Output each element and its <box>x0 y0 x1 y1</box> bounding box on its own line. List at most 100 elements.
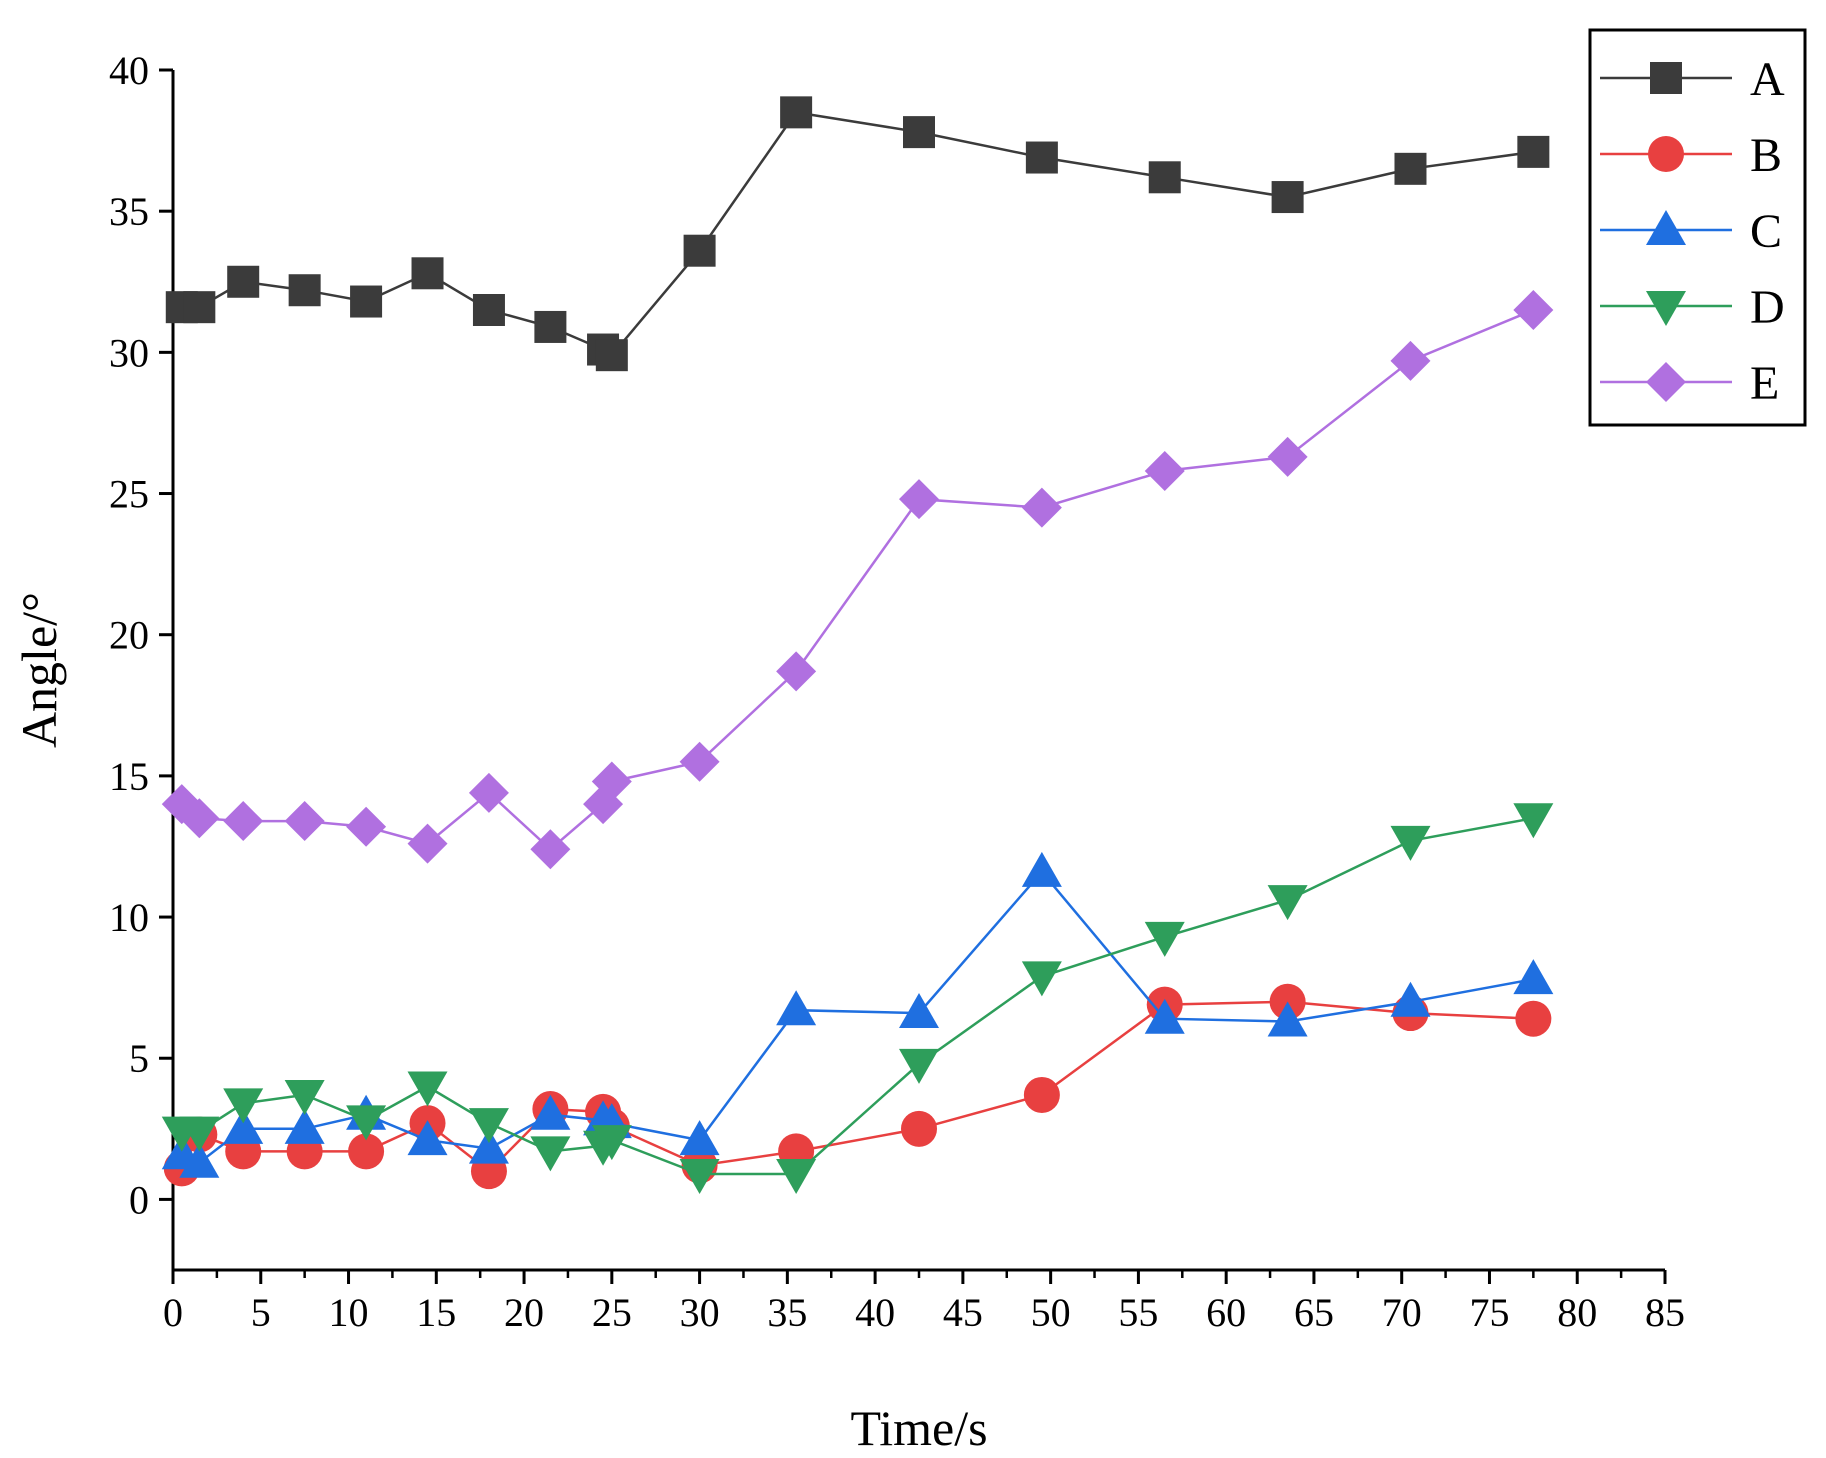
data-point-d <box>284 1079 325 1115</box>
legend-label: C <box>1750 205 1782 258</box>
legend-entry-c: C <box>1600 205 1782 258</box>
legend-entry-b: B <box>1600 129 1782 182</box>
x-tick-label: 60 <box>1206 1290 1246 1335</box>
data-point-d <box>776 1159 817 1194</box>
data-point-a <box>903 116 935 149</box>
data-point-c <box>899 993 939 1029</box>
legend-marker <box>1646 291 1686 326</box>
series-d <box>161 803 1554 1194</box>
data-point-e <box>1513 290 1554 330</box>
series-line-e <box>181 308 1534 851</box>
data-point-d <box>679 1159 720 1194</box>
data-point-d <box>1144 921 1185 957</box>
data-point-d <box>346 1105 387 1141</box>
x-tick-label: 55 <box>1118 1290 1158 1335</box>
data-point-a <box>534 310 567 343</box>
data-point-c <box>284 1108 325 1144</box>
data-point-e <box>530 829 571 870</box>
data-point-e <box>1144 450 1185 491</box>
legend-entry-d: D <box>1600 281 1785 334</box>
data-point-c <box>468 1128 509 1164</box>
data-point-c <box>1144 998 1185 1034</box>
data-point-d <box>179 1116 220 1152</box>
data-point-e <box>1390 340 1431 381</box>
data-point-d <box>530 1136 571 1172</box>
data-point-e <box>899 479 939 520</box>
data-point-b <box>1023 1076 1060 1113</box>
data-point-c <box>1021 851 1062 887</box>
data-point-e <box>591 761 632 802</box>
series-layer <box>161 96 1554 1194</box>
y-tick-label: 25 <box>109 472 149 517</box>
data-point-b <box>901 1110 937 1147</box>
data-point-c <box>407 1120 448 1156</box>
data-point-a <box>183 291 216 324</box>
data-point-d <box>468 1108 509 1144</box>
x-tick-label: 20 <box>504 1290 544 1335</box>
axes: 0 5 10 15 20 25 30 35 40 45 50 55 60 65 70 75 80 85 0 5 10 15… <box>109 48 1685 1335</box>
series-b <box>163 983 1552 1190</box>
data-point-c <box>179 1142 220 1178</box>
x-tick-label: 10 <box>329 1290 369 1335</box>
x-tick-label: 30 <box>680 1290 720 1335</box>
legend-marker <box>1648 136 1684 172</box>
legend-label: E <box>1750 357 1779 410</box>
y-tick-label: 35 <box>109 189 149 234</box>
data-point-d <box>591 1125 632 1161</box>
y-axis-title: Angle/° <box>11 592 67 748</box>
x-axis-title: Time/s <box>850 1400 987 1456</box>
data-point-a <box>472 294 505 326</box>
legend-entry-e: E <box>1600 357 1779 410</box>
x-tick-label: 25 <box>592 1290 632 1335</box>
x-tick-label: 80 <box>1557 1290 1597 1335</box>
y-tick-label: 0 <box>129 1177 149 1222</box>
legend-entry-a: A <box>1600 53 1785 106</box>
data-point-a <box>683 234 716 267</box>
x-tick-label: 40 <box>855 1290 895 1335</box>
data-point-a <box>1517 135 1550 168</box>
data-point-c <box>776 990 817 1026</box>
legend-label: A <box>1750 53 1785 106</box>
x-tick-label: 15 <box>416 1290 456 1335</box>
data-point-e <box>776 651 817 692</box>
data-point-c <box>1390 981 1431 1017</box>
legend-marker <box>1650 62 1682 94</box>
x-tick-label: 45 <box>943 1290 983 1335</box>
x-tick-label: 65 <box>1294 1290 1334 1335</box>
data-point-b <box>348 1133 385 1170</box>
legend-label: D <box>1750 281 1785 334</box>
data-point-a <box>780 96 813 129</box>
data-point-c <box>530 1094 571 1130</box>
series-line-d <box>181 816 1534 1176</box>
y-tick-label: 40 <box>109 48 149 93</box>
data-point-c <box>679 1120 720 1156</box>
data-point-e <box>223 801 264 842</box>
data-point-e <box>1267 436 1308 477</box>
data-point-a <box>288 274 321 307</box>
data-point-d <box>1513 803 1554 839</box>
data-point-c <box>1513 959 1554 995</box>
x-tick-label: 0 <box>163 1290 183 1335</box>
data-point-e <box>679 741 720 782</box>
data-point-d <box>1390 825 1431 861</box>
data-point-a <box>595 339 628 372</box>
x-tick-label: 50 <box>1031 1290 1071 1335</box>
data-point-a <box>1394 152 1427 185</box>
data-point-a <box>227 265 260 298</box>
data-point-d <box>899 1048 939 1084</box>
series-line-b <box>180 1000 1534 1173</box>
x-tick-label: 35 <box>767 1290 807 1335</box>
data-point-a <box>1148 161 1181 194</box>
data-point-d <box>407 1071 448 1107</box>
legend-marker <box>1646 210 1686 245</box>
data-point-d <box>1021 961 1062 997</box>
data-point-e <box>284 801 325 842</box>
y-tick-label: 15 <box>109 754 149 799</box>
data-point-e <box>468 772 509 813</box>
legend-marker <box>1646 362 1686 402</box>
x-tick-label: 70 <box>1382 1290 1422 1335</box>
x-tick-label: 5 <box>251 1290 271 1335</box>
x-tick-label: 75 <box>1469 1290 1509 1335</box>
